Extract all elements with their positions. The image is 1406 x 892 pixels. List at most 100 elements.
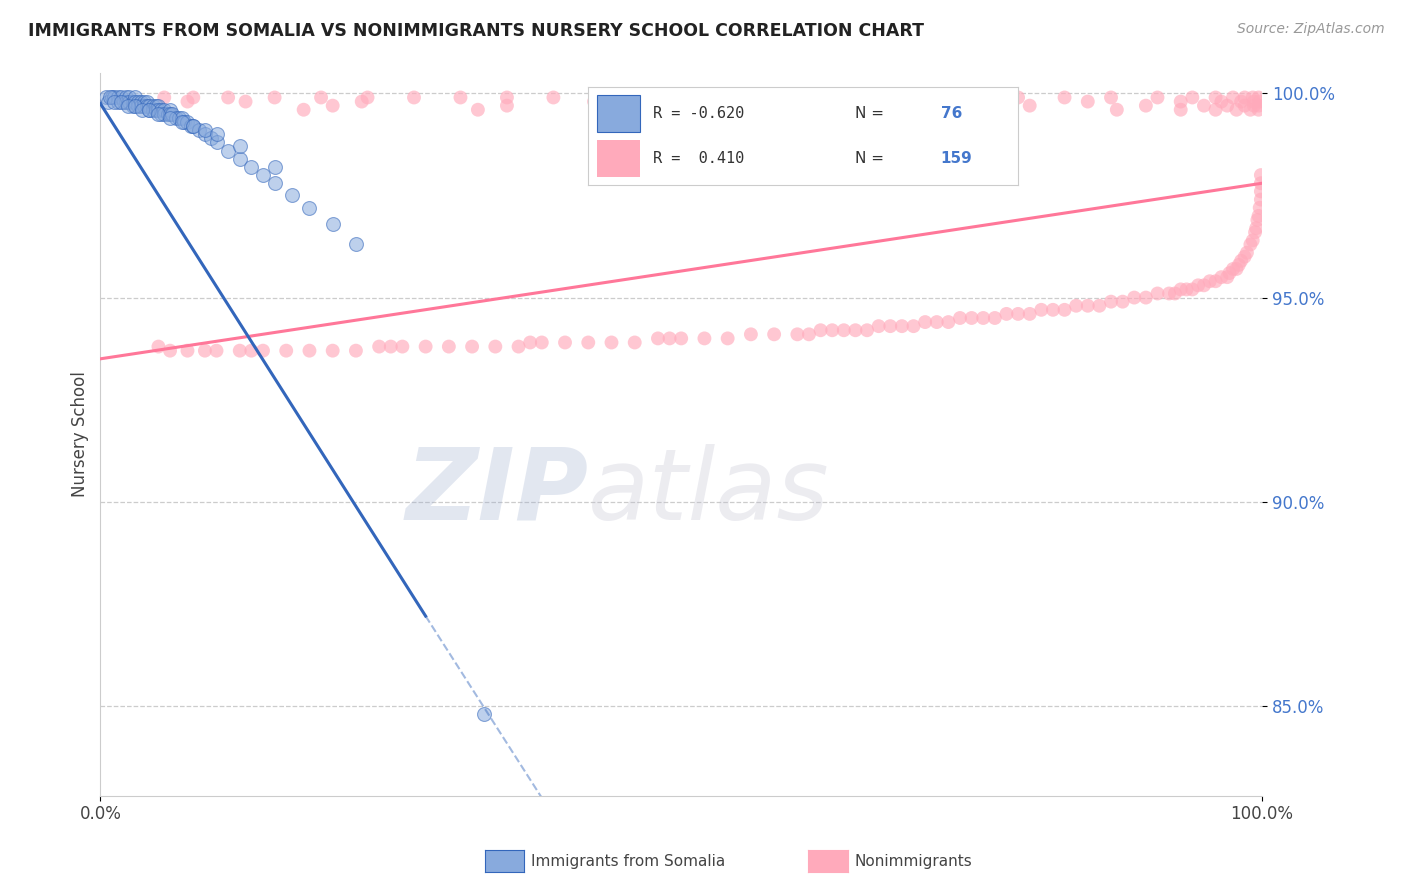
Point xyxy=(1222,262,1244,277)
Point xyxy=(931,95,953,109)
Point xyxy=(450,90,472,104)
Point xyxy=(554,335,576,350)
Point xyxy=(844,323,866,337)
Point xyxy=(1250,193,1272,207)
Point xyxy=(138,103,160,117)
Point xyxy=(1018,98,1040,112)
Point xyxy=(1247,90,1270,104)
Point xyxy=(519,335,541,350)
Point xyxy=(693,331,716,345)
Point xyxy=(148,103,170,117)
Point xyxy=(176,115,198,129)
Point xyxy=(1123,291,1146,305)
Point xyxy=(763,327,786,342)
Point xyxy=(1233,90,1256,104)
Point xyxy=(1181,90,1204,104)
Point xyxy=(821,90,844,104)
Point xyxy=(96,90,118,104)
Point xyxy=(112,95,135,109)
Point xyxy=(1246,213,1268,227)
Point xyxy=(322,343,344,358)
Point xyxy=(205,343,228,358)
Point xyxy=(380,340,402,354)
Point xyxy=(159,111,181,125)
Point xyxy=(169,111,191,125)
Point xyxy=(995,307,1018,321)
Point xyxy=(97,95,120,109)
Point xyxy=(263,176,285,190)
Point xyxy=(1105,103,1128,117)
Text: atlas: atlas xyxy=(588,443,830,541)
Point xyxy=(276,343,298,358)
Point xyxy=(252,343,274,358)
Point xyxy=(1222,90,1244,104)
Point xyxy=(1230,95,1253,109)
Point xyxy=(844,98,866,112)
Point xyxy=(1250,176,1272,190)
Point xyxy=(350,95,373,109)
Point xyxy=(1170,95,1192,109)
Point xyxy=(1031,302,1053,317)
Point xyxy=(103,90,125,104)
Point xyxy=(682,90,704,104)
Point xyxy=(107,90,129,104)
Point xyxy=(402,90,425,104)
Point xyxy=(156,107,179,121)
Point xyxy=(543,90,565,104)
Point xyxy=(1192,98,1215,112)
Point xyxy=(149,107,172,121)
Point xyxy=(728,90,751,104)
Point xyxy=(589,90,612,104)
Point xyxy=(1225,262,1247,277)
Point xyxy=(217,90,239,104)
Point xyxy=(122,98,145,112)
Point xyxy=(118,95,141,109)
Point xyxy=(1247,98,1270,112)
Point xyxy=(1244,221,1267,235)
Point xyxy=(832,323,855,337)
Point xyxy=(623,335,645,350)
Point xyxy=(797,327,820,342)
Point xyxy=(1181,282,1204,296)
Point xyxy=(1250,168,1272,182)
Point xyxy=(263,90,285,104)
Point xyxy=(856,323,879,337)
Point xyxy=(1192,278,1215,293)
Point xyxy=(1064,299,1087,313)
Point xyxy=(1241,234,1264,248)
Point xyxy=(914,90,936,104)
Point xyxy=(972,310,994,325)
Point xyxy=(530,335,553,350)
Text: Nonimmigrants: Nonimmigrants xyxy=(855,855,973,869)
Point xyxy=(200,131,222,145)
Y-axis label: Nursery School: Nursery School xyxy=(72,371,89,498)
Point xyxy=(1042,302,1064,317)
Point xyxy=(107,95,129,109)
Point xyxy=(115,95,138,109)
Point xyxy=(641,103,664,117)
Point xyxy=(368,340,391,354)
Point xyxy=(145,103,167,117)
Point xyxy=(162,107,184,121)
Point xyxy=(131,103,153,117)
Point xyxy=(1250,185,1272,199)
Point xyxy=(1018,307,1040,321)
Point xyxy=(176,343,198,358)
Point xyxy=(1247,103,1270,117)
Point xyxy=(938,315,960,329)
Point xyxy=(1216,270,1239,285)
Point xyxy=(600,335,623,350)
Point xyxy=(101,90,124,104)
Point xyxy=(583,95,606,109)
Point xyxy=(1216,98,1239,112)
Point xyxy=(138,103,160,117)
Point xyxy=(1088,299,1111,313)
Point xyxy=(229,343,252,358)
Point xyxy=(122,95,145,109)
Point xyxy=(344,343,367,358)
Point xyxy=(1243,95,1265,109)
Point xyxy=(298,201,321,215)
Point xyxy=(1205,90,1227,104)
Point xyxy=(1170,103,1192,117)
Point xyxy=(821,323,844,337)
